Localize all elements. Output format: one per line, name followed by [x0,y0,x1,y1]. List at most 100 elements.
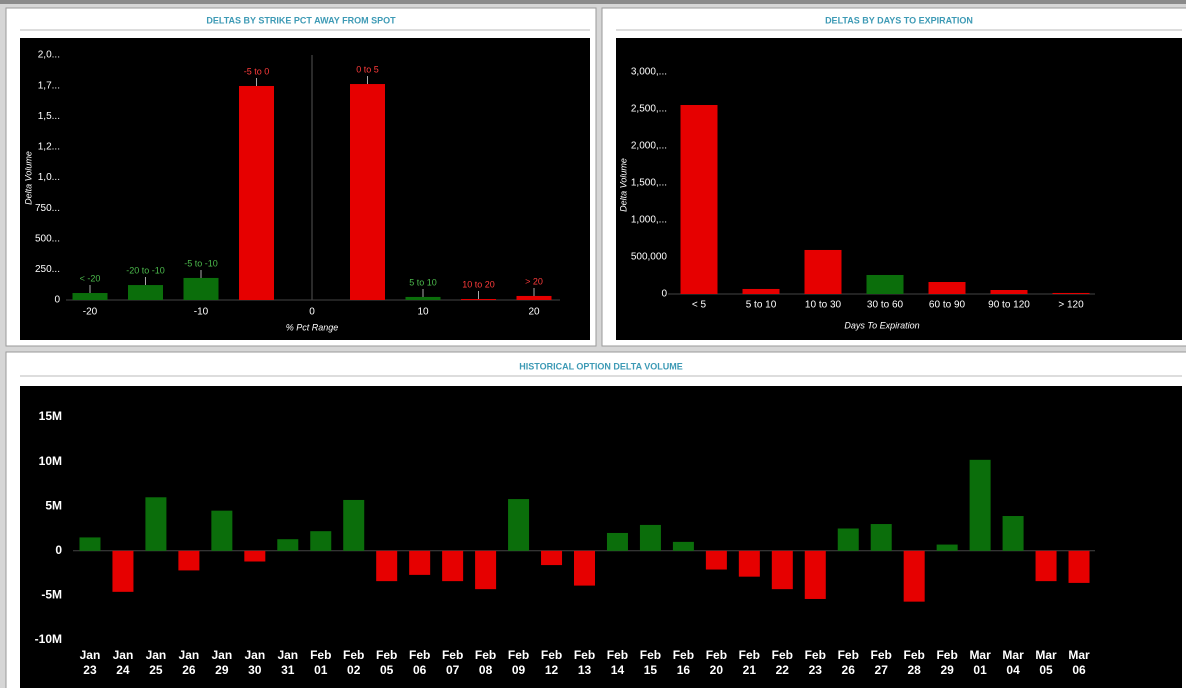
x-tick-label: Jan 29 [211,648,233,677]
bar [211,510,233,551]
bar [475,550,497,590]
x-tick-label: Jan 24 [112,648,134,677]
x-tick-label: 0 [309,307,315,318]
bar [928,282,966,294]
bar [277,539,299,551]
top-strip [0,0,1186,4]
y-tick-label: 250... [35,264,60,275]
x-tick-label: Jan 30 [244,648,266,677]
x-tick-label: Feb 12 [540,648,563,677]
x-tick-label: < 5 [692,300,707,311]
y-tick-label: 2,500,... [631,104,667,115]
y-tick-label: 0 [661,289,667,300]
bar [145,497,167,551]
bar [771,550,793,590]
x-tick-label: Feb 28 [903,648,925,677]
data-label: < -20 [80,273,101,283]
x-tick-label: Feb 02 [343,648,365,677]
bar [461,299,496,300]
x-tick-label: Jan 23 [79,648,101,677]
data-label: 0 to 5 [356,64,379,74]
bar [742,288,780,294]
bar [1052,292,1090,294]
bar [405,296,441,300]
y-tick-label: 0 [55,543,62,557]
x-tick-label: Feb 14 [606,648,629,677]
y-tick-label: 1,5... [38,111,60,122]
bar [1002,516,1024,551]
x-tick-label: -10 [194,307,209,318]
data-label: -5 to 0 [244,66,270,76]
y-tick-label: 1,0... [38,172,60,183]
x-tick-label: Feb 09 [507,648,530,677]
x-tick-label: Mar 04 [1002,648,1024,677]
y-tick-label: 1,7... [38,80,60,91]
chart-title: DELTAS BY STRIKE PCT AWAY FROM SPOT [206,15,396,25]
bar [72,293,108,300]
bar [244,550,266,562]
bar [990,290,1028,294]
x-tick-label: Feb 23 [804,648,826,677]
y-tick-label: 0 [54,295,60,306]
bar [574,550,595,586]
x-tick-label: 20 [528,307,540,318]
y-tick-label: 500... [35,233,60,244]
bar [350,84,385,300]
bar [128,285,163,300]
x-tick-label: Feb 29 [936,648,958,677]
bar [508,499,530,551]
x-tick-label: 30 to 60 [867,300,904,311]
bar [178,550,200,571]
bar [903,550,925,602]
bar [183,277,219,300]
x-axis-title: Days To Expiration [844,320,919,330]
bar [837,528,859,551]
y-tick-label: 2,0... [38,50,60,61]
x-tick-label: Feb 06 [408,648,431,677]
y-axis-title: Delta Volume [618,158,628,212]
y-tick-label: 750... [35,203,60,214]
y-tick-label: 1,500,... [631,178,667,189]
bar [79,537,101,551]
bar [376,550,398,582]
bar [804,249,842,294]
bar [705,550,727,570]
bar [969,459,991,551]
x-tick-label: Jan 31 [277,648,299,677]
x-tick-label: Mar 06 [1068,648,1090,677]
bar [804,550,826,599]
y-tick-label: 15M [39,409,62,423]
x-tick-label: -20 [83,307,98,318]
data-label: 5 to 10 [409,277,437,287]
x-tick-label: 60 to 90 [929,300,966,311]
x-tick-label: 10 [417,307,429,318]
x-tick-label: Feb 21 [738,648,760,677]
x-tick-label: Feb 15 [639,648,662,677]
bar [516,295,552,300]
bar [343,499,365,551]
x-tick-label: Feb 22 [771,648,793,677]
bar [639,524,661,551]
y-tick-label: 2,000,... [631,141,667,152]
bar [541,550,563,566]
x-tick-label: > 120 [1058,300,1084,311]
bar [680,105,718,294]
bar [239,85,274,301]
y-tick-label: 10M [39,454,62,468]
y-tick-label: 5M [45,498,62,512]
x-tick-label: 5 to 10 [746,300,777,311]
bar [310,531,332,551]
data-label: -20 to -10 [126,265,165,275]
x-tick-label: Feb 07 [441,648,464,677]
x-tick-label: Feb 05 [376,648,398,677]
y-tick-label: -10M [35,632,62,646]
data-label: -5 to -10 [184,258,218,268]
data-label: 10 to 20 [462,279,495,289]
plot-area [20,38,590,340]
bar [1068,550,1090,583]
chart-title: DELTAS BY DAYS TO EXPIRATION [825,15,973,25]
x-tick-label: Feb 13 [573,648,596,677]
x-tick-label: Jan 25 [145,648,167,677]
bar [409,550,431,575]
